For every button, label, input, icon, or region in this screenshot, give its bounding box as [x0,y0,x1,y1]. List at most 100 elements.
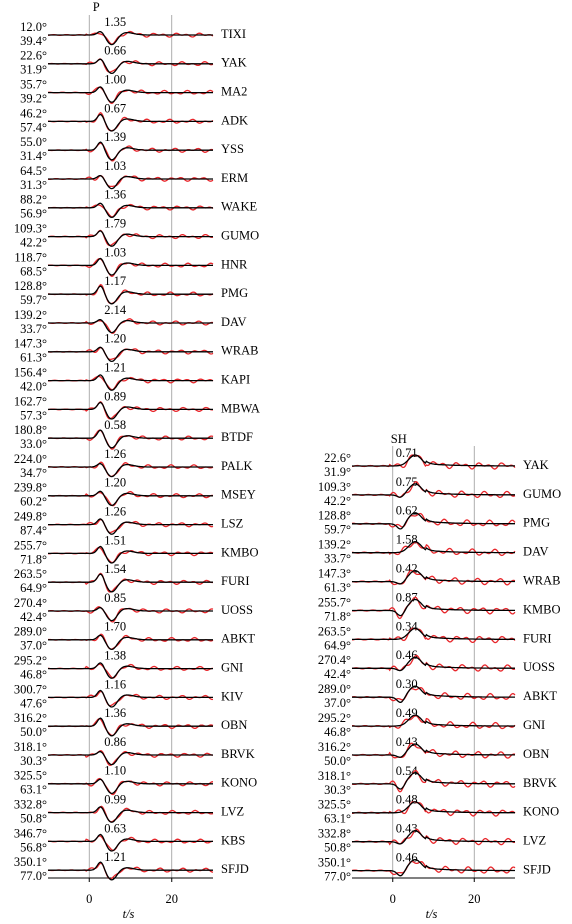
observed-trace [351,686,516,702]
azimuth-label: 162.7° [14,394,47,408]
distance-label: 77.0° [20,869,47,883]
azimuth-label: 224.0° [14,452,47,466]
station-name: ABKT [523,689,557,703]
amplitude-label: 1.00 [104,72,126,86]
station-name: KMBO [523,602,561,616]
synthetic-trace [48,86,213,103]
azimuth-label: 12.0° [20,20,47,34]
synthetic-trace [48,285,213,305]
synthetic-trace [48,429,213,449]
observed-trace [351,454,516,470]
amplitude-label: 0.89 [104,389,126,403]
synthetic-trace [48,545,213,564]
station-name: LSZ [221,516,243,530]
amplitude-label: 1.70 [104,620,126,634]
amplitude-label: 1.03 [104,245,126,259]
observed-trace [47,805,214,823]
amplitude-label: 1.16 [104,677,126,691]
azimuth-label: 346.7° [14,826,47,840]
distance-label: 42.4° [324,667,351,681]
azimuth-label: 325.5° [14,769,47,783]
amplitude-label: 1.35 [104,15,126,29]
distance-label: 42.4° [20,610,47,624]
azimuth-label: 118.7° [14,250,47,264]
synthetic-trace [352,627,515,641]
synthetic-trace [352,830,515,845]
amplitude-label: 1.21 [104,850,126,864]
distance-label: 50.0° [20,725,47,739]
x-tick-label: 0 [390,892,396,906]
synthetic-trace [48,31,213,46]
synthetic-trace [48,833,213,852]
synthetic-trace [48,58,213,75]
distance-label: 42.2° [324,494,351,508]
distance-label: 31.3° [20,178,47,192]
observed-trace [47,690,214,707]
azimuth-label: 109.3° [318,480,351,494]
azimuth-label: 239.8° [14,481,47,495]
station-name: GUMO [523,487,561,501]
distance-label: 31.9° [324,465,351,479]
amplitude-label: 0.46 [396,648,418,662]
station-name: MSEY [221,488,256,502]
station-name: GUMO [221,228,259,242]
azimuth-label: 46.2° [20,106,47,120]
station-name: OBN [221,718,247,732]
distance-label: 46.8° [324,725,351,739]
amplitude-label: 0.43 [396,735,418,749]
synthetic-trace [48,401,213,420]
station-name: WAKE [221,200,257,214]
amplitude-label: 0.48 [396,793,418,807]
observed-trace [48,633,214,650]
synthetic-trace [352,743,515,758]
distance-label: 47.6° [20,696,47,710]
amplitude-label: 1.54 [104,562,127,576]
azimuth-label: 128.8° [318,509,351,523]
observed-trace [351,627,516,644]
x-axis-label: t/s [123,907,135,921]
observed-trace [47,518,214,534]
observed-trace [47,142,214,162]
azimuth-label: 255.7° [318,595,351,609]
azimuth-label: 295.2° [318,711,351,725]
azimuth-label: 270.4° [318,653,351,667]
synthetic-trace [48,573,213,593]
observed-trace [47,401,214,420]
synthetic-trace [48,490,213,507]
distance-label: 56.9° [20,207,47,221]
station-name: KAPI [221,372,250,386]
distance-label: 37.0° [324,696,351,710]
azimuth-label: 139.2° [318,538,351,552]
amplitude-label: 0.34 [396,619,419,633]
distance-label: 71.8° [324,609,351,623]
azimuth-label: 350.1° [14,855,47,869]
azimuth-label: 35.7° [20,77,47,91]
synthetic-trace [352,685,515,703]
azimuth-label: 64.5° [20,164,47,178]
azimuth-label: 55.0° [20,135,47,149]
station-name: SFJD [523,862,551,876]
azimuth-label: 249.8° [14,509,47,523]
distance-label: 39.2° [20,91,47,105]
azimuth-label: 332.8° [318,827,351,841]
amplitude-label: 1.03 [104,159,126,173]
station-name: MBWA [221,401,260,415]
station-name: KONO [523,805,559,819]
amplitude-label: 0.85 [104,591,126,605]
synthetic-trace [48,662,213,679]
synthetic-trace [352,483,515,498]
station-name: UOSS [221,603,253,617]
synthetic-trace [48,202,213,219]
amplitude-label: 0.43 [396,822,418,836]
synthetic-trace [352,656,515,672]
station-name: YAK [523,458,549,472]
distance-label: 61.3° [20,351,47,365]
station-name: PMG [523,516,550,530]
station-name: KIV [221,689,243,703]
distance-label: 30.3° [324,783,351,797]
synthetic-trace [352,714,515,727]
amplitude-label: 1.17 [104,274,126,288]
amplitude-label: 0.99 [104,792,126,806]
amplitude-label: 0.67 [104,101,126,115]
azimuth-label: 147.3° [318,566,351,580]
